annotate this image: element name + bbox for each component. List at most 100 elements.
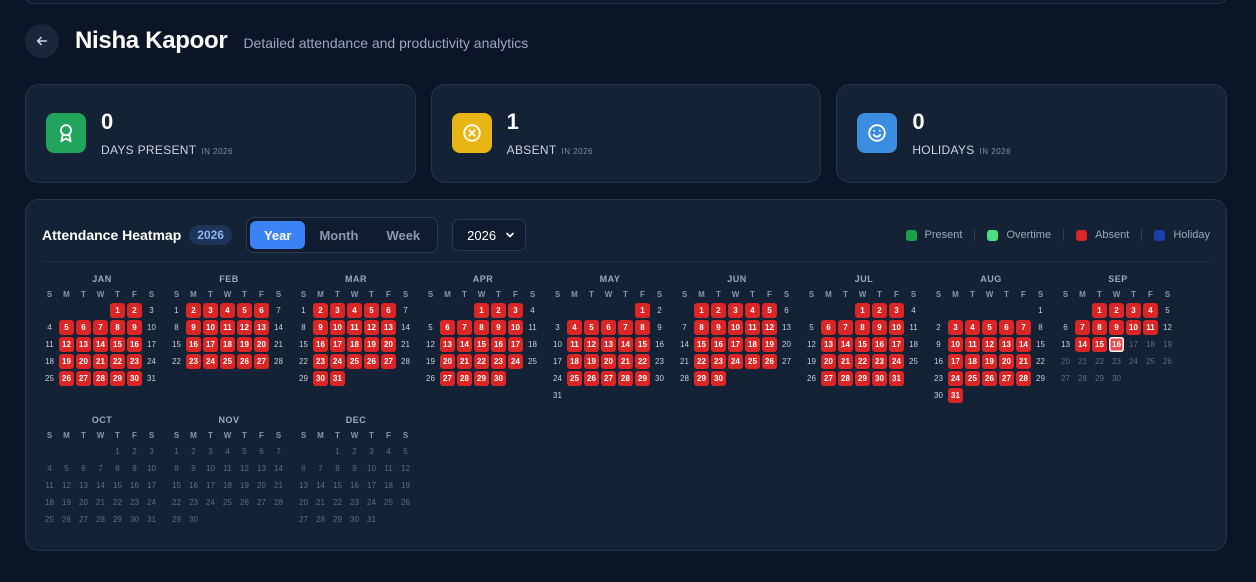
day-cell[interactable]: 24 — [1129, 357, 1138, 366]
day-cell[interactable]: 21 — [93, 354, 108, 369]
day-cell[interactable]: 10 — [1126, 320, 1141, 335]
day-cell[interactable]: 25 — [223, 498, 232, 507]
day-cell[interactable]: 20 — [254, 337, 269, 352]
day-cell[interactable]: 16 — [934, 357, 943, 366]
day-cell[interactable]: 12 — [426, 340, 435, 349]
day-cell[interactable]: 27 — [782, 357, 791, 366]
day-cell[interactable]: 26 — [584, 371, 599, 386]
day-cell[interactable]: 2 — [127, 303, 142, 318]
day-cell[interactable]: 18 — [909, 340, 918, 349]
day-cell[interactable]: 21 — [274, 340, 283, 349]
day-cell[interactable]: 5 — [809, 323, 814, 332]
day-cell[interactable]: 17 — [147, 340, 156, 349]
day-cell[interactable]: 28 — [457, 371, 472, 386]
day-cell[interactable]: 29 — [694, 371, 709, 386]
day-cell[interactable]: 3 — [889, 303, 904, 318]
day-cell[interactable]: 24 — [508, 354, 523, 369]
day-cell[interactable]: 31 — [367, 515, 376, 524]
day-cell[interactable]: 25 — [1146, 357, 1155, 366]
day-cell[interactable]: 9 — [186, 320, 201, 335]
day-cell[interactable]: 9 — [127, 320, 142, 335]
day-cell[interactable]: 15 — [299, 340, 308, 349]
day-cell[interactable]: 25 — [45, 515, 54, 524]
day-cell[interactable]: 5 — [242, 447, 247, 456]
day-cell[interactable]: 15 — [333, 481, 342, 490]
day-cell[interactable]: 26 — [1163, 357, 1172, 366]
view-year-button[interactable]: Year — [249, 221, 306, 249]
day-cell[interactable]: 31 — [889, 371, 904, 386]
day-cell[interactable]: 3 — [369, 447, 374, 456]
day-cell[interactable]: 2 — [936, 323, 941, 332]
day-cell[interactable]: 4 — [530, 306, 535, 315]
day-cell[interactable]: 9 — [491, 320, 506, 335]
day-cell[interactable]: 7 — [838, 320, 853, 335]
day-cell[interactable]: 14 — [96, 481, 105, 490]
day-cell[interactable]: 1 — [474, 303, 489, 318]
day-cell[interactable]: 8 — [115, 464, 120, 473]
day-cell[interactable]: 28 — [274, 357, 283, 366]
view-week-button[interactable]: Week — [386, 227, 421, 243]
day-cell[interactable]: 8 — [1092, 320, 1107, 335]
day-cell[interactable]: 25 — [745, 354, 760, 369]
day-cell[interactable]: 23 — [313, 354, 328, 369]
day-cell[interactable]: 13 — [257, 464, 266, 473]
day-cell[interactable]: 10 — [948, 337, 963, 352]
day-cell[interactable]: 11 — [45, 481, 54, 490]
day-cell[interactable]: 15 — [694, 337, 709, 352]
day-cell[interactable]: 9 — [132, 464, 137, 473]
day-cell[interactable]: 20 — [76, 354, 91, 369]
day-cell[interactable]: 16 — [127, 337, 142, 352]
day-cell[interactable]: 7 — [618, 320, 633, 335]
day-cell[interactable]: 26 — [240, 498, 249, 507]
day-cell[interactable]: 19 — [982, 354, 997, 369]
day-cell[interactable]: 29 — [333, 515, 342, 524]
day-cell[interactable]: 24 — [367, 498, 376, 507]
day-cell[interactable]: 13 — [1061, 340, 1070, 349]
day-cell[interactable]: 8 — [174, 323, 179, 332]
day-cell[interactable]: 27 — [381, 354, 396, 369]
day-cell[interactable]: 3 — [728, 303, 743, 318]
day-cell[interactable]: 8 — [635, 320, 650, 335]
day-cell[interactable]: 16 — [711, 337, 726, 352]
day-cell[interactable]: 20 — [782, 340, 791, 349]
day-cell[interactable]: 21 — [1078, 357, 1087, 366]
day-cell[interactable]: 11 — [384, 464, 393, 473]
day-cell[interactable]: 16 — [313, 337, 328, 352]
day-cell[interactable]: 2 — [186, 303, 201, 318]
day-cell[interactable]: 22 — [333, 498, 342, 507]
day-cell[interactable]: 18 — [45, 498, 54, 507]
day-cell[interactable]: 9 — [936, 340, 941, 349]
day-cell[interactable]: 13 — [381, 320, 396, 335]
day-cell[interactable]: 15 — [1036, 340, 1045, 349]
day-cell[interactable]: 28 — [1016, 371, 1031, 386]
day-cell[interactable]: 10 — [367, 464, 376, 473]
day-cell[interactable]: 16 — [655, 340, 664, 349]
day-cell[interactable]: 6 — [301, 464, 306, 473]
day-cell[interactable]: 11 — [347, 320, 362, 335]
day-cell[interactable]: 22 — [1095, 357, 1104, 366]
day-cell[interactable]: 3 — [208, 447, 213, 456]
day-cell[interactable]: 4 — [386, 447, 391, 456]
day-cell[interactable]: 3 — [555, 323, 560, 332]
day-cell[interactable]: 10 — [508, 320, 523, 335]
day-cell[interactable]: 3 — [149, 306, 154, 315]
day-cell[interactable]: 29 — [474, 371, 489, 386]
day-cell[interactable]: 26 — [237, 354, 252, 369]
day-cell[interactable]: 2 — [313, 303, 328, 318]
day-cell[interactable]: 7 — [403, 306, 408, 315]
day-cell[interactable]: 1 — [335, 447, 340, 456]
day-cell[interactable]: 14 — [1075, 337, 1090, 352]
day-cell[interactable]: 8 — [174, 464, 179, 473]
day-cell[interactable]: 22 — [474, 354, 489, 369]
day-cell[interactable]: 10 — [889, 320, 904, 335]
day-cell[interactable]: 14 — [680, 340, 689, 349]
day-cell[interactable]: 30 — [189, 515, 198, 524]
day-cell[interactable]: 6 — [999, 320, 1014, 335]
day-cell[interactable]: 20 — [999, 354, 1014, 369]
day-cell[interactable]: 1 — [110, 303, 125, 318]
day-cell[interactable]: 26 — [426, 374, 435, 383]
day-cell[interactable]: 12 — [364, 320, 379, 335]
day-cell[interactable]: 9 — [657, 323, 662, 332]
day-cell[interactable]: 22 — [172, 498, 181, 507]
day-cell[interactable]: 28 — [93, 371, 108, 386]
